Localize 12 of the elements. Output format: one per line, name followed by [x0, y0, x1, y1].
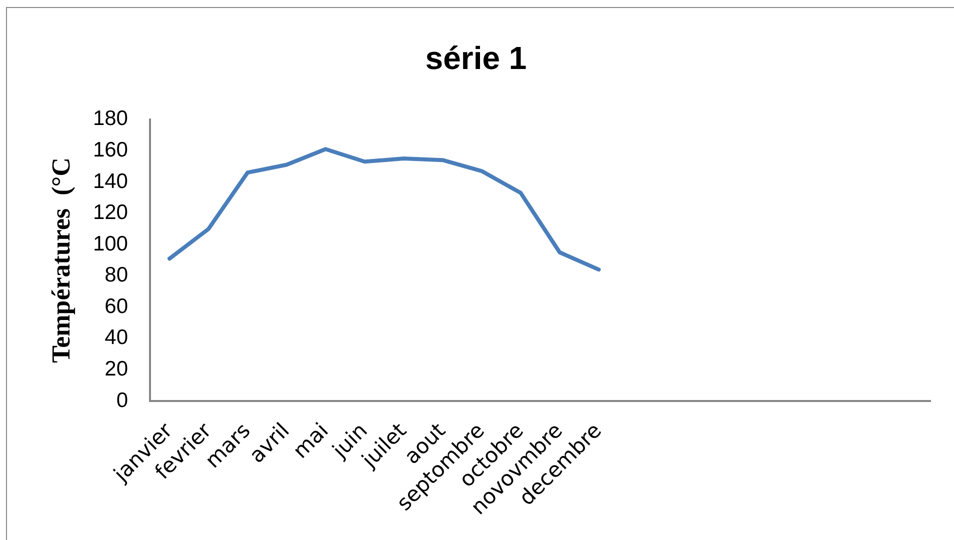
y-tick-label: 140 [92, 170, 128, 193]
y-tick-label: 40 [104, 326, 128, 350]
y-tick-label: 80 [104, 264, 128, 287]
y-axis-title: Températures (°C [46, 158, 76, 363]
chart-title: série 1 [425, 40, 527, 76]
y-tick-label: 20 [104, 358, 128, 381]
y-tick-label: 120 [92, 201, 128, 224]
y-tick-label: 180 [92, 107, 128, 130]
y-tick-label: 100 [92, 232, 128, 256]
y-tick-label: 160 [92, 138, 128, 162]
y-tick-label: 60 [104, 294, 128, 318]
y-tick-label: 0 [116, 388, 128, 412]
